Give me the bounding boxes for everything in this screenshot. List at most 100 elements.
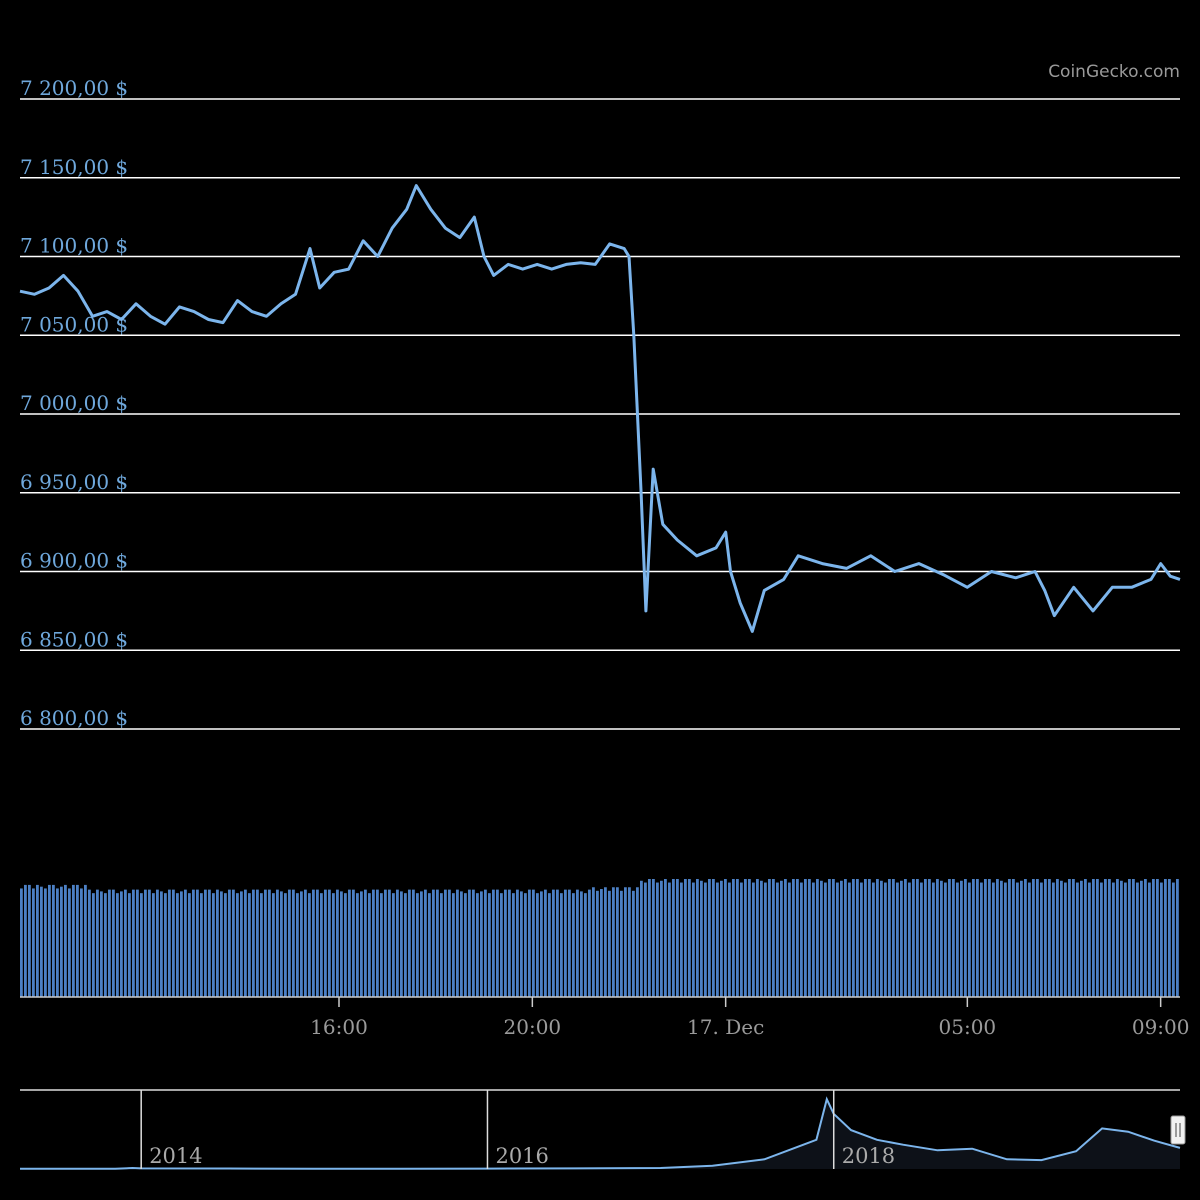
volume-bar[interactable] — [652, 879, 655, 997]
volume-bar[interactable] — [336, 889, 339, 997]
volume-bar[interactable] — [924, 879, 927, 997]
volume-bar[interactable] — [772, 879, 775, 997]
volume-bar[interactable] — [696, 879, 699, 997]
volume-bar[interactable] — [248, 893, 251, 997]
volume-bar[interactable] — [320, 893, 323, 997]
volume-bar[interactable] — [1124, 882, 1127, 997]
volume-bar[interactable] — [512, 893, 515, 997]
volume-bar[interactable] — [524, 893, 527, 997]
volume-bar[interactable] — [568, 889, 571, 997]
volume-bar[interactable] — [96, 889, 99, 997]
volume-bar[interactable] — [1060, 880, 1063, 997]
volume-bar[interactable] — [504, 889, 507, 997]
volume-bar[interactable] — [224, 893, 227, 997]
volume-bar[interactable] — [128, 893, 131, 997]
volume-bar[interactable] — [552, 889, 555, 997]
volume-bar[interactable] — [260, 893, 263, 997]
volume-bar[interactable] — [308, 893, 311, 997]
volume-bar[interactable] — [640, 880, 643, 997]
volume-bar[interactable] — [564, 889, 567, 997]
volume-bar[interactable] — [140, 893, 143, 997]
volume-bar[interactable] — [1152, 879, 1155, 997]
volume-bar[interactable] — [276, 889, 279, 997]
volume-bar[interactable] — [584, 893, 587, 997]
volume-bar[interactable] — [912, 879, 915, 997]
volume-bar[interactable] — [216, 889, 219, 997]
volume-bar[interactable] — [124, 889, 127, 997]
volume-bar[interactable] — [1000, 880, 1003, 997]
volume-bar[interactable] — [808, 879, 811, 997]
volume-bar[interactable] — [556, 889, 559, 997]
volume-bar[interactable] — [1028, 882, 1031, 997]
volume-bar[interactable] — [516, 889, 519, 997]
volume-bar[interactable] — [964, 879, 967, 997]
volume-bar[interactable] — [180, 891, 183, 997]
volume-bar[interactable] — [1104, 879, 1107, 997]
volume-bar[interactable] — [932, 882, 935, 997]
volume-bar[interactable] — [832, 879, 835, 997]
volume-bar[interactable] — [1068, 879, 1071, 997]
volume-bar[interactable] — [36, 884, 39, 997]
volume-bar[interactable] — [744, 879, 747, 997]
volume-bar[interactable] — [984, 879, 987, 997]
volume-bar[interactable] — [280, 891, 283, 997]
volume-bar[interactable] — [1164, 879, 1167, 997]
volume-bar[interactable] — [176, 893, 179, 997]
volume-bar[interactable] — [668, 882, 671, 997]
volume-bar[interactable] — [332, 893, 335, 997]
volume-bar[interactable] — [1156, 879, 1159, 997]
volume-bar[interactable] — [360, 891, 363, 997]
volume-bar[interactable] — [416, 893, 419, 997]
volume-bar[interactable] — [740, 882, 743, 997]
volume-bar[interactable] — [372, 889, 375, 997]
volume-bar[interactable] — [688, 879, 691, 997]
volume-bar[interactable] — [840, 880, 843, 997]
volume-bar[interactable] — [956, 882, 959, 997]
volume-bar[interactable] — [844, 879, 847, 997]
volume-bar[interactable] — [200, 893, 203, 997]
volume-bar[interactable] — [460, 891, 463, 997]
volume-bar[interactable] — [1004, 882, 1007, 997]
volume-bar[interactable] — [596, 890, 599, 997]
volume-bar[interactable] — [412, 889, 415, 997]
volume-bar[interactable] — [864, 879, 867, 997]
volume-bar[interactable] — [480, 891, 483, 997]
volume-bar[interactable] — [644, 882, 647, 997]
volume-bar[interactable] — [760, 880, 763, 997]
volume-bar[interactable] — [700, 880, 703, 997]
volume-bar[interactable] — [1008, 879, 1011, 997]
volume-bar[interactable] — [428, 893, 431, 997]
volume-bar[interactable] — [340, 891, 343, 997]
volume-bar[interactable] — [548, 893, 551, 997]
chart-credit[interactable]: CoinGecko.com — [1048, 62, 1180, 82]
volume-bar[interactable] — [940, 880, 943, 997]
volume-bar[interactable] — [812, 882, 815, 997]
volume-bar[interactable] — [804, 879, 807, 997]
volume-bar[interactable] — [748, 879, 751, 997]
volume-bar[interactable] — [780, 880, 783, 997]
volume-bar[interactable] — [1100, 882, 1103, 997]
volume-bar[interactable] — [576, 889, 579, 997]
volume-bar[interactable] — [896, 882, 899, 997]
volume-bar[interactable] — [656, 882, 659, 997]
volume-bar[interactable] — [1056, 879, 1059, 997]
volume-bar[interactable] — [76, 884, 79, 997]
volume-bar[interactable] — [928, 879, 931, 997]
volume-bar[interactable] — [952, 879, 955, 997]
volume-bar[interactable] — [32, 888, 35, 997]
volume-bar[interactable] — [752, 882, 755, 997]
volume-bar[interactable] — [68, 888, 71, 997]
volume-bar[interactable] — [1096, 879, 1099, 997]
volume-bar[interactable] — [24, 884, 27, 997]
volume-bar[interactable] — [296, 893, 299, 997]
volume-bar[interactable] — [1092, 879, 1095, 997]
volume-bar[interactable] — [908, 882, 911, 997]
volume-bar[interactable] — [728, 882, 731, 997]
volume-bar[interactable] — [764, 882, 767, 997]
volume-bar[interactable] — [52, 884, 55, 997]
volume-bar[interactable] — [396, 889, 399, 997]
volume-bar[interactable] — [784, 879, 787, 997]
volume-bar[interactable] — [992, 882, 995, 997]
volume-bar[interactable] — [528, 889, 531, 997]
volume-bar[interactable] — [328, 889, 331, 997]
